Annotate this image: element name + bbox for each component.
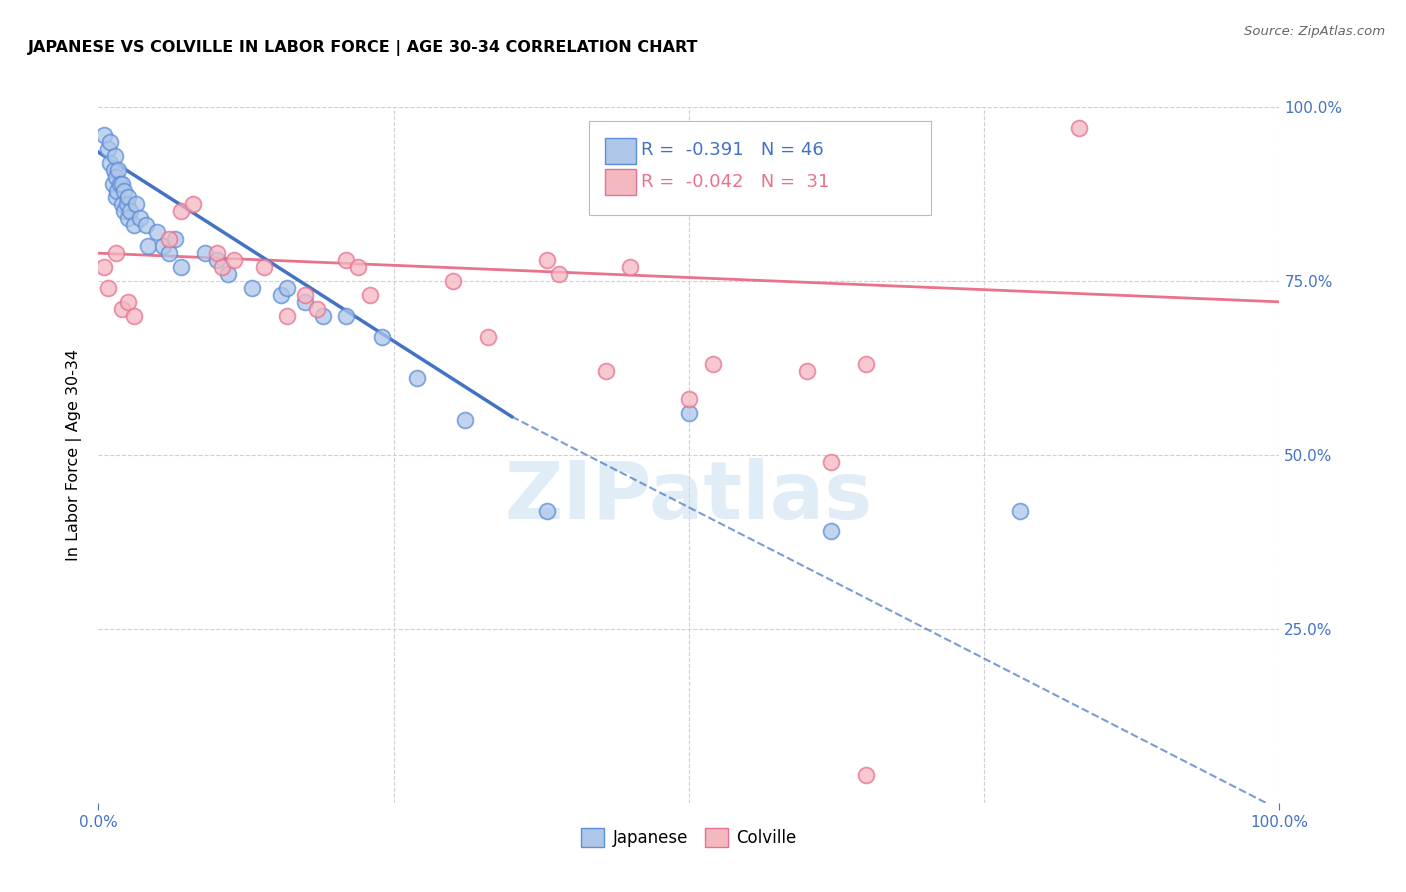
Point (477, 329, 499, 343)
Point (122, 219, 145, 233)
Point (97, 142, 120, 156)
Point (122, 309, 145, 323)
Point (595, 364, 617, 378)
Point (211, 260, 233, 274)
Point (678, 392, 700, 407)
Text: R =  -0.391   N = 46: R = -0.391 N = 46 (641, 141, 824, 159)
Point (111, 301, 134, 316)
Point (146, 225, 169, 239)
Point (294, 294, 316, 309)
Point (536, 253, 558, 268)
Point (240, 281, 263, 295)
Point (347, 260, 370, 274)
Point (107, 162, 129, 177)
Point (152, 239, 174, 253)
Point (128, 211, 150, 226)
Point (135, 219, 157, 233)
Point (103, 162, 125, 177)
Point (820, 524, 842, 539)
Point (276, 281, 298, 295)
Point (115, 197, 138, 211)
Text: ZIPatlas: ZIPatlas (505, 458, 873, 536)
Point (104, 149, 127, 163)
Point (217, 267, 239, 281)
Point (312, 309, 335, 323)
Point (855, 358, 877, 372)
Point (117, 211, 139, 226)
Point (117, 190, 139, 204)
Point (453, 413, 475, 427)
Point (536, 503, 558, 517)
Legend: Japanese, Colville: Japanese, Colville (575, 821, 803, 854)
FancyBboxPatch shape (589, 121, 931, 215)
Point (224, 253, 246, 268)
Point (111, 197, 134, 211)
Point (105, 169, 128, 184)
Point (678, 406, 700, 420)
Point (170, 204, 193, 219)
Point (105, 190, 128, 204)
Point (165, 232, 187, 246)
Point (441, 274, 464, 288)
Point (205, 246, 228, 260)
Y-axis label: In Labor Force | Age 30-34: In Labor Force | Age 30-34 (66, 349, 83, 561)
Point (276, 309, 298, 323)
Point (108, 177, 131, 191)
Point (359, 288, 381, 302)
Point (98, 155, 121, 169)
Point (1067, 120, 1090, 135)
Point (194, 246, 217, 260)
Point (120, 204, 142, 219)
Point (105, 184, 128, 198)
Point (136, 239, 159, 253)
Point (101, 177, 124, 191)
Point (170, 260, 193, 274)
Point (157, 246, 180, 260)
Point (855, 768, 877, 782)
Point (97, 281, 120, 295)
Text: Source: ZipAtlas.com: Source: ZipAtlas.com (1244, 25, 1385, 38)
Point (335, 309, 357, 323)
Point (105, 246, 128, 260)
Point (619, 260, 641, 274)
FancyBboxPatch shape (605, 137, 636, 164)
Point (548, 267, 571, 281)
Point (111, 177, 134, 191)
Point (93, 128, 115, 142)
Text: JAPANESE VS COLVILLE IN LABOR FORCE | AGE 30-34 CORRELATION CHART: JAPANESE VS COLVILLE IN LABOR FORCE | AG… (28, 40, 699, 56)
Point (335, 253, 357, 268)
Point (125, 197, 148, 211)
Point (796, 364, 818, 378)
Point (181, 197, 204, 211)
Point (112, 184, 135, 198)
Point (253, 260, 276, 274)
Point (406, 371, 429, 385)
Point (294, 288, 316, 302)
Point (205, 253, 228, 268)
Point (93, 260, 115, 274)
Point (157, 232, 180, 246)
Point (820, 455, 842, 469)
Text: R =  -0.042   N =  31: R = -0.042 N = 31 (641, 173, 830, 191)
Point (305, 301, 328, 316)
Point (702, 358, 724, 372)
Point (1008, 503, 1031, 517)
Point (371, 329, 394, 343)
Point (112, 204, 135, 219)
FancyBboxPatch shape (605, 169, 636, 195)
Point (270, 288, 292, 302)
Point (98, 135, 121, 149)
Point (117, 294, 139, 309)
